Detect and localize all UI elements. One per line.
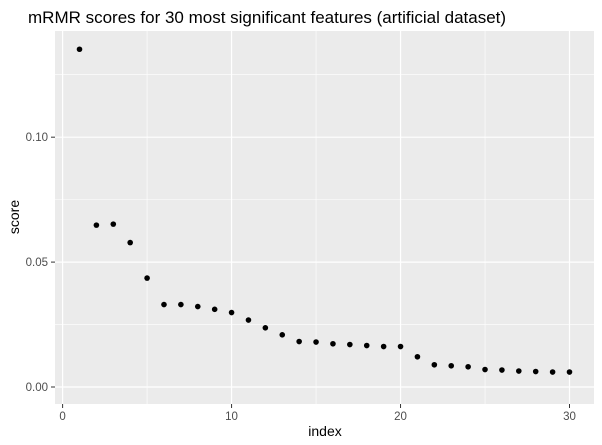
y-axis-title: score [6,200,22,234]
x-axis-title: index [308,423,341,439]
x-axis: 0 10 20 30 [59,404,576,423]
data-point [380,343,387,350]
data-point [363,342,370,349]
data-point [566,369,573,375]
data-point [93,222,100,228]
data-point [347,341,353,348]
data-point [414,353,421,360]
x-tick-label: 0 [59,411,65,423]
plot-panel [55,31,594,404]
chart-title: mRMR scores for 30 most significant feat… [28,8,506,27]
data-point [516,368,522,374]
data-point [465,363,471,370]
data-point [549,369,556,375]
data-point [448,362,455,369]
data-point [397,343,404,350]
x-tick-label: 20 [394,411,407,423]
data-point [161,301,167,308]
data-point [110,221,117,227]
y-tick-label: 0.00 [26,382,48,394]
data-point [482,366,488,373]
y-axis: 0.00 0.05 0.10 [26,132,55,394]
data-point [76,46,83,53]
data-point [499,367,505,373]
data-point [296,338,302,345]
x-tick-label: 10 [225,411,238,423]
x-tick-label: 30 [563,411,576,423]
data-point [313,339,319,345]
data-point [194,303,201,310]
gridlines [55,31,594,404]
data-point [262,325,269,331]
data-point [144,275,150,281]
y-tick-label: 0.10 [26,132,48,144]
data-point [127,239,133,246]
data-point [532,368,539,375]
data-point [431,361,438,368]
data-point [330,340,336,347]
data-point [211,306,218,313]
y-tick-label: 0.05 [26,257,48,269]
data-point [228,309,235,316]
data-points [76,46,573,375]
data-point [178,301,184,308]
data-point [245,317,252,323]
data-point [279,331,286,338]
